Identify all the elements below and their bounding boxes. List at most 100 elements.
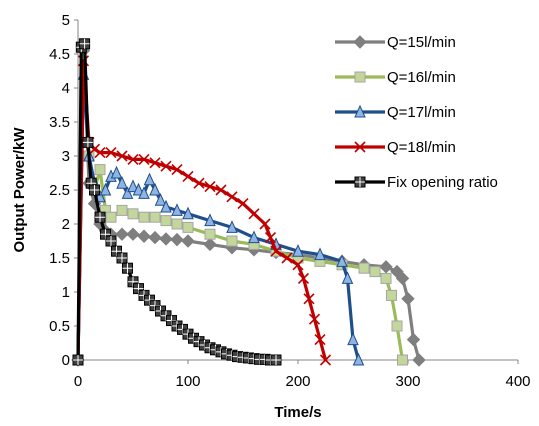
data-point-q-18l-min — [319, 354, 332, 366]
data-point-q-18l-min — [303, 293, 315, 305]
legend-label: Q=18l/min — [387, 139, 456, 156]
legend-marker — [354, 104, 366, 118]
data-point-q-17l-min — [127, 179, 139, 193]
series-q-18l-min — [72, 55, 332, 366]
axes: 0 0.5 1 1.5 2 2.5 3 3.5 4 4.5 5 0 100 200 300 400 — [49, 12, 530, 390]
data-point-q-17l-min — [110, 165, 123, 179]
data-point-q-15l-min — [170, 232, 184, 247]
data-point-fix-opening-ratio-cross — [73, 355, 83, 365]
data-point-q-18l-min — [308, 313, 321, 325]
data-point-q-17l-min — [248, 230, 260, 244]
data-point-q-15l-min — [181, 234, 195, 248]
data-point-q-17l-min — [352, 352, 365, 366]
data-point-q-16l-min — [397, 354, 408, 366]
data-point-q-18l-min — [105, 147, 117, 159]
x-tick-label: 0 — [74, 373, 82, 390]
data-point-q-17l-min — [226, 220, 238, 233]
data-point-q-17l-min — [154, 192, 167, 206]
series-line-q-18l-min — [76, 59, 328, 361]
data-point-q-18l-min — [259, 218, 271, 230]
data-point-fix-opening-ratio-cross — [117, 253, 127, 263]
x-tick-label: 400 — [505, 373, 530, 390]
data-point-q-15l-min — [395, 271, 410, 286]
legend-item-q-16l-min: Q=16l/min — [335, 69, 456, 86]
data-point-q-16l-min — [116, 204, 128, 216]
data-point-q-18l-min — [204, 181, 216, 193]
y-tick-label: 1 — [62, 284, 70, 301]
data-point-q-18l-min — [264, 232, 277, 244]
data-point-q-16l-min — [138, 211, 150, 223]
legend-item-fix-opening-ratio: Fix opening ratio — [335, 174, 498, 191]
data-point-q-16l-min — [358, 262, 370, 274]
legend-item-q-15l-min: Q=15l/min — [335, 34, 456, 51]
data-point-q-17l-min — [292, 243, 304, 257]
data-point-q-17l-min — [116, 175, 128, 189]
data-point-q-17l-min — [143, 172, 156, 186]
legend-label: Q=16l/min — [387, 69, 456, 86]
data-point-q-18l-min — [292, 259, 304, 271]
data-point-q-17l-min — [336, 254, 348, 267]
y-tick-label: 5 — [62, 12, 70, 29]
x-axis-label: Time/s — [274, 404, 321, 421]
data-point-q-15l-min — [137, 229, 151, 243]
data-point-q-17l-min — [138, 186, 150, 199]
data-point-q-17l-min — [341, 271, 354, 284]
data-point-q-18l-min — [215, 184, 227, 196]
data-point-q-16l-min — [204, 228, 216, 240]
series-group — [71, 38, 426, 367]
series-fix-opening-ratio — [72, 38, 282, 366]
legend-marker — [354, 71, 366, 83]
data-point-q-18l-min — [138, 153, 150, 165]
data-point-q-18l-min — [160, 160, 172, 172]
data-point-q-15l-min — [159, 232, 173, 246]
y-tick-label: 1.5 — [49, 250, 70, 267]
data-point-q-16l-min — [369, 266, 381, 278]
legend-label: Q=15l/min — [387, 34, 456, 51]
data-point-q-16l-min — [391, 320, 403, 332]
legend-marker — [354, 141, 366, 153]
y-tick-label: 3.5 — [49, 114, 70, 131]
data-point-q-18l-min — [193, 177, 205, 189]
data-point-q-16l-min — [171, 218, 183, 230]
data-point-fix-opening-ratio-cross — [82, 137, 93, 148]
data-point-q-17l-min — [204, 213, 216, 227]
data-point-q-17l-min — [149, 182, 161, 196]
data-point-q-16l-min — [127, 208, 139, 220]
x-tick-label: 300 — [395, 373, 420, 390]
data-point-q-15l-min — [203, 237, 217, 252]
data-point-q-15l-min — [406, 332, 421, 347]
y-tick-label: 0 — [62, 352, 70, 369]
data-point-q-17l-min — [132, 182, 145, 196]
data-point-q-16l-min — [226, 235, 238, 247]
x-tick-label: 200 — [285, 373, 310, 390]
data-point-q-18l-min — [281, 252, 293, 264]
data-point-q-17l-min — [99, 182, 112, 196]
data-point-q-18l-min — [94, 147, 106, 159]
legend-item-q-17l-min: Q=17l/min — [335, 104, 456, 121]
series-line-fix-opening-ratio — [76, 42, 276, 362]
data-point-fix-opening-ratio-cross — [122, 263, 133, 274]
legend-marker-cross — [355, 177, 365, 187]
data-point-q-15l-min — [401, 292, 415, 306]
y-tick-label: 2 — [62, 216, 70, 233]
data-point-fix-opening-ratio-cross — [89, 185, 100, 195]
data-point-q-15l-min — [115, 227, 129, 241]
data-point-q-16l-min — [380, 272, 392, 284]
legend-item-q-18l-min: Q=18l/min — [335, 139, 456, 156]
y-tick-label: 4.5 — [49, 46, 70, 63]
y-tick-label: 0.5 — [49, 318, 70, 335]
legend: Q=15l/min Q=16l/min Q=17l/min Q=18l/min Fix … — [335, 34, 498, 191]
y-tick-label: 4 — [62, 80, 70, 97]
data-point-q-18l-min — [297, 272, 310, 284]
series-line-q-15l-min — [76, 48, 421, 361]
data-point-q-18l-min — [182, 170, 194, 182]
data-point-q-18l-min — [248, 208, 260, 220]
data-point-q-18l-min — [270, 245, 282, 257]
y-tick-label: 2.5 — [49, 182, 70, 199]
data-point-q-16l-min — [386, 289, 397, 301]
legend-label: Q=17l/min — [387, 104, 456, 121]
data-point-q-17l-min — [121, 186, 134, 199]
data-point-q-17l-min — [182, 206, 194, 220]
data-point-q-16l-min — [160, 215, 172, 227]
data-point-q-18l-min — [171, 164, 183, 176]
